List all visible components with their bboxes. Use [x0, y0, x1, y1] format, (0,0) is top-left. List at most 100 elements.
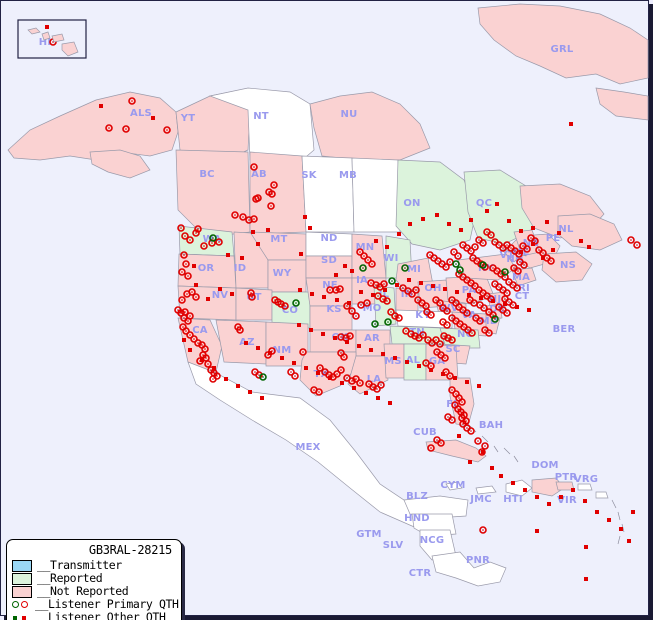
- listener-other-qth-marker[interactable]: [527, 308, 531, 312]
- listener-primary-qth-marker[interactable]: [186, 236, 194, 244]
- listener-other-qth-marker[interactable]: [535, 529, 539, 533]
- listener-other-qth-marker[interactable]: [192, 264, 196, 268]
- listener-primary-qth-marker[interactable]: [250, 163, 258, 171]
- listener-primary-qth-marker[interactable]: [277, 300, 285, 308]
- listener-primary-qth-marker[interactable]: [427, 444, 435, 452]
- listener-primary-qth-marker[interactable]: [462, 417, 470, 425]
- listener-primary-qth-marker[interactable]: [412, 286, 420, 294]
- listener-primary-qth-marker[interactable]: [348, 377, 356, 385]
- listener-primary-qth-marker[interactable]: [372, 281, 380, 289]
- listener-other-qth-marker[interactable]: [374, 239, 378, 243]
- listener-other-qth-marker[interactable]: [459, 228, 463, 232]
- listener-primary-qth-marker[interactable]: [440, 332, 448, 340]
- listener-primary-qth-marker[interactable]: [489, 311, 497, 319]
- listener-primary-qth-marker[interactable]: [448, 336, 456, 344]
- listener-primary-qth-marker[interactable]: [520, 261, 528, 269]
- listener-other-qth-marker[interactable]: [407, 278, 411, 282]
- listener-other-qth-marker[interactable]: [431, 284, 435, 288]
- listener-other-qth-marker[interactable]: [188, 348, 192, 352]
- listener-other-qth-marker[interactable]: [364, 391, 368, 395]
- listener-primary-qth-marker[interactable]: [178, 296, 186, 304]
- listener-other-qth-marker[interactable]: [584, 577, 588, 581]
- listener-other-qth-marker[interactable]: [248, 390, 252, 394]
- listener-primary-qth-marker[interactable]: [194, 339, 202, 347]
- listener-primary-qth-marker[interactable]: [436, 299, 444, 307]
- listener-other-qth-marker[interactable]: [244, 341, 248, 345]
- listener-primary-qth-marker[interactable]: [513, 284, 521, 292]
- listener-other-qth-marker[interactable]: [369, 348, 373, 352]
- listener-primary-qth-marker[interactable]: [360, 252, 368, 260]
- listener-other-qth-marker[interactable]: [266, 228, 270, 232]
- listener-primary-qth-marker[interactable]: [523, 245, 531, 253]
- listener-primary-qth-marker[interactable]: [436, 340, 444, 348]
- listener-primary-qth-marker[interactable]: [105, 124, 113, 132]
- listener-other-qth-marker[interactable]: [457, 434, 461, 438]
- listener-other-qth-marker[interactable]: [579, 239, 583, 243]
- listener-other-qth-marker[interactable]: [395, 283, 399, 287]
- listener-other-qth-marker[interactable]: [443, 287, 447, 291]
- listener-primary-qth-marker[interactable]: [432, 336, 440, 344]
- listener-other-qth-marker[interactable]: [507, 219, 511, 223]
- listener-other-qth-marker[interactable]: [569, 122, 573, 126]
- listener-other-qth-marker[interactable]: [511, 481, 515, 485]
- listener-other-qth-marker[interactable]: [469, 218, 473, 222]
- listener-primary-qth-marker[interactable]: [379, 295, 387, 303]
- listener-primary-qth-marker[interactable]: [250, 215, 258, 223]
- listener-primary-qth-marker[interactable]: [478, 448, 486, 456]
- listener-primary-qth-marker-reported[interactable]: [491, 315, 499, 323]
- listener-primary-qth-marker[interactable]: [446, 372, 454, 380]
- listener-other-qth-marker[interactable]: [371, 293, 375, 297]
- listener-other-qth-marker[interactable]: [419, 281, 423, 285]
- listener-primary-qth-marker[interactable]: [427, 311, 435, 319]
- listener-other-qth-marker[interactable]: [292, 361, 296, 365]
- listener-other-qth-marker[interactable]: [515, 305, 519, 309]
- listener-other-qth-marker[interactable]: [151, 116, 155, 120]
- listener-primary-qth-marker[interactable]: [419, 331, 427, 339]
- listener-other-qth-marker[interactable]: [388, 401, 392, 405]
- listener-other-qth-marker[interactable]: [206, 297, 210, 301]
- listener-other-qth-marker[interactable]: [280, 356, 284, 360]
- listener-other-qth-marker[interactable]: [218, 287, 222, 291]
- listener-other-qth-marker[interactable]: [607, 518, 611, 522]
- listener-primary-qth-marker[interactable]: [200, 242, 208, 250]
- listener-other-qth-marker[interactable]: [385, 245, 389, 249]
- listener-other-qth-marker[interactable]: [381, 352, 385, 356]
- listener-other-qth-marker[interactable]: [335, 298, 339, 302]
- listener-primary-qth-marker[interactable]: [515, 250, 523, 258]
- listener-primary-qth-marker-reported[interactable]: [501, 268, 509, 276]
- listener-primary-qth-marker[interactable]: [182, 327, 190, 335]
- listener-primary-qth-marker[interactable]: [383, 297, 391, 305]
- listener-primary-qth-marker[interactable]: [236, 326, 244, 334]
- listener-primary-qth-marker[interactable]: [333, 370, 341, 378]
- listener-other-qth-marker[interactable]: [359, 290, 363, 294]
- listener-other-qth-marker[interactable]: [559, 495, 563, 499]
- listener-primary-qth-marker[interactable]: [479, 239, 487, 247]
- listener-primary-qth-marker[interactable]: [194, 225, 202, 233]
- listener-primary-qth-marker[interactable]: [487, 295, 495, 303]
- listener-other-qth-marker[interactable]: [551, 248, 555, 252]
- listener-primary-qth-marker[interactable]: [368, 260, 376, 268]
- listener-other-qth-marker[interactable]: [485, 209, 489, 213]
- listener-primary-qth-marker-reported[interactable]: [388, 277, 396, 285]
- listener-other-qth-marker[interactable]: [417, 364, 421, 368]
- listener-other-qth-marker[interactable]: [309, 328, 313, 332]
- listener-primary-qth-marker[interactable]: [476, 317, 484, 325]
- listener-other-qth-marker[interactable]: [584, 545, 588, 549]
- listener-primary-qth-marker[interactable]: [539, 249, 547, 257]
- listener-primary-qth-marker[interactable]: [369, 383, 377, 391]
- listener-other-qth-marker[interactable]: [587, 245, 591, 249]
- listener-primary-qth-marker[interactable]: [443, 307, 451, 315]
- listener-primary-qth-marker[interactable]: [340, 353, 348, 361]
- listener-other-qth-marker[interactable]: [256, 346, 260, 350]
- listener-other-qth-marker[interactable]: [45, 25, 49, 29]
- listener-other-qth-marker[interactable]: [467, 293, 471, 297]
- listener-other-qth-marker[interactable]: [627, 539, 631, 543]
- listener-primary-qth-marker[interactable]: [186, 331, 194, 339]
- listener-primary-qth-marker[interactable]: [531, 237, 539, 245]
- listener-other-qth-marker[interactable]: [212, 366, 216, 370]
- listener-other-qth-marker[interactable]: [541, 256, 545, 260]
- listener-primary-qth-marker[interactable]: [352, 312, 360, 320]
- listener-primary-qth-marker[interactable]: [437, 439, 445, 447]
- listener-primary-qth-marker-reported[interactable]: [401, 264, 409, 272]
- listener-other-qth-marker[interactable]: [304, 366, 308, 370]
